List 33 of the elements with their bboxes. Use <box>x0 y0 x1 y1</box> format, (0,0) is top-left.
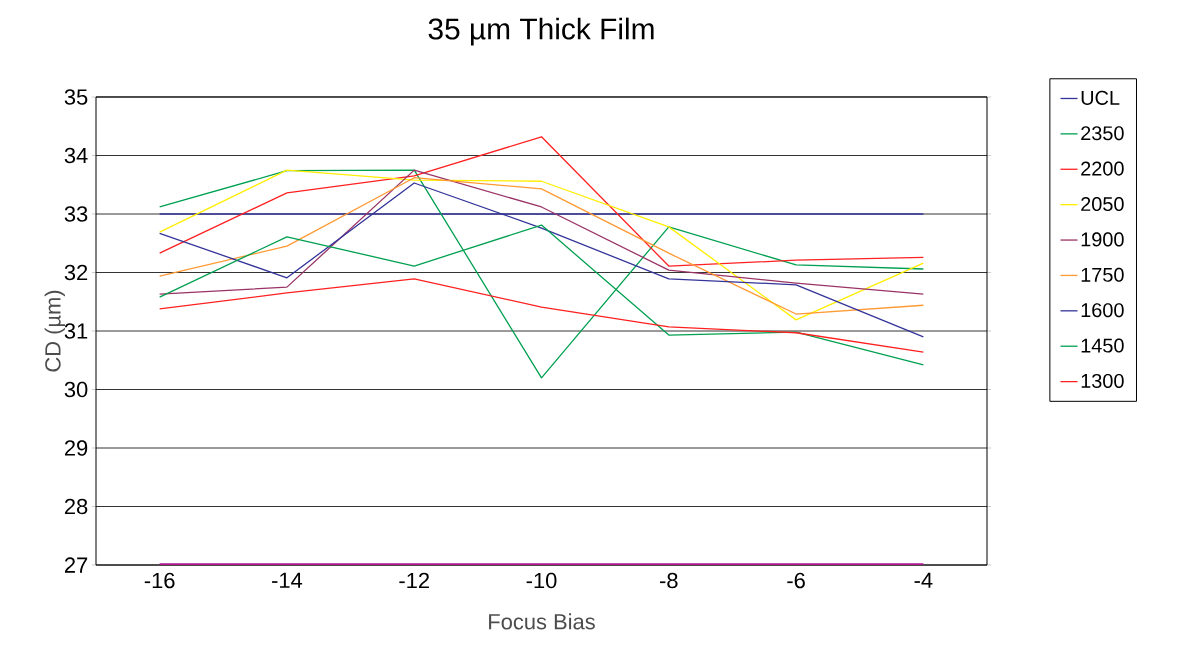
y-tick-label: 34 <box>64 147 88 164</box>
line-series <box>158 278 925 353</box>
line-series <box>158 136 925 267</box>
legend-label: UCL <box>1081 90 1120 105</box>
chart-title: 35 µm Thick Film <box>428 17 654 46</box>
legend-label: 2350 <box>1081 126 1124 141</box>
x-tick-label: -12 <box>399 572 429 589</box>
y-axis-title: CD (µm) <box>44 290 66 372</box>
x-tick-label: -10 <box>526 572 557 589</box>
legend-label: 1600 <box>1081 303 1124 318</box>
line-series <box>158 169 925 295</box>
legend-label: 2050 <box>1081 196 1124 212</box>
y-tick-label: 29 <box>64 440 88 456</box>
legend-label: 2200 <box>1081 161 1124 176</box>
line-series <box>158 169 925 379</box>
x-tick-label: -4 <box>914 572 933 588</box>
y-tick-label: 31 <box>64 323 88 339</box>
y-tick-label: 32 <box>64 264 88 281</box>
x-tick-label: -16 <box>144 572 175 589</box>
y-tick-label: 30 <box>64 381 88 398</box>
x-axis-title: Focus Bias <box>489 613 595 630</box>
y-tick-label: 27 <box>64 557 88 573</box>
x-tick-label: -6 <box>787 572 805 589</box>
legend-label: 1300 <box>1081 373 1124 389</box>
y-tick-label: 33 <box>64 206 88 222</box>
x-tick-label: -14 <box>272 572 303 588</box>
y-tick-label: 35 <box>64 89 88 105</box>
x-tick-label: -8 <box>660 572 678 589</box>
line-series <box>158 182 925 338</box>
legend-label: 1900 <box>1081 232 1124 247</box>
y-tick-label: 28 <box>64 498 88 515</box>
legend-label: 1750 <box>1081 267 1124 282</box>
legend-label: 1450 <box>1081 338 1124 353</box>
